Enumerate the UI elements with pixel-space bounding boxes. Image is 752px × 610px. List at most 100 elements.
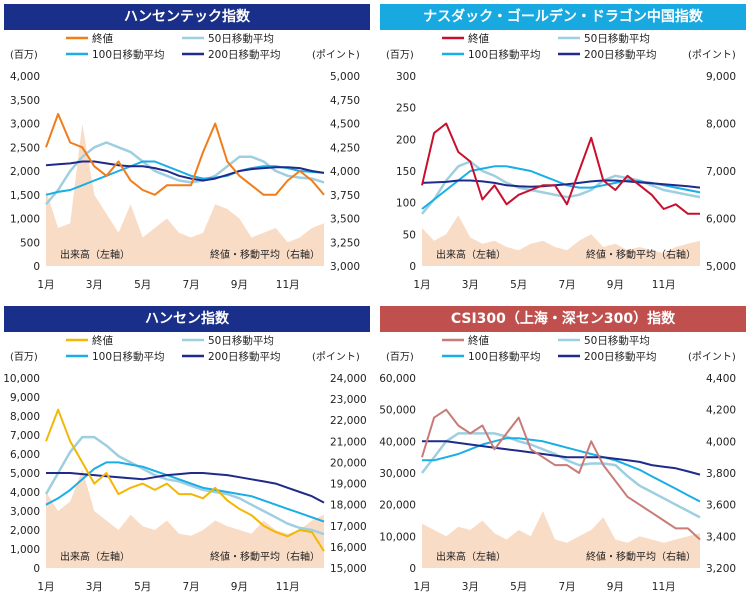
- right-tick-label: 3,500: [330, 214, 360, 226]
- left-tick-label: 10,000: [3, 373, 40, 385]
- x-tick-label: 11月: [276, 581, 300, 593]
- right-tick-label: 16,000: [330, 542, 367, 554]
- right-tick-label: 22,000: [330, 415, 367, 427]
- left-tick-label: 5,000: [10, 468, 40, 480]
- left-axis-unit: (百万): [10, 351, 38, 363]
- chart-panel-nasdaq-dragon: ナスダック・ゴールデン・ドラゴン中国指数 (百万) (ポイント) 終値 50日移動平均…: [380, 4, 746, 301]
- ma100-line: [422, 437, 701, 503]
- left-axis-unit: (百万): [10, 49, 38, 61]
- left-tick-label: 200: [396, 134, 416, 146]
- price-axis-note: 終値・移動平均（右軸）: [586, 248, 696, 261]
- x-tick-label: 7月: [558, 581, 575, 593]
- right-tick-label: 3,200: [706, 563, 736, 575]
- chart-panel-csi300: CSI300（上海・深セン300）指数 (百万) (ポイント) 終値 50日移動平均 1…: [379, 306, 746, 603]
- x-tick-label: 1月: [37, 581, 54, 593]
- x-tick-label: 7月: [182, 581, 199, 593]
- left-tick-label: 2,500: [10, 142, 40, 154]
- right-tick-label: 9,000: [706, 71, 736, 83]
- chart-svg: (百万) (ポイント) 終値 50日移動平均 100日移動平均 200日移動平均 4,000…: [10, 32, 360, 291]
- left-tick-label: 10,000: [379, 531, 416, 543]
- left-tick-label: 40,000: [379, 436, 416, 448]
- left-tick-label: 20,000: [379, 500, 416, 512]
- x-tick-label: 11月: [652, 279, 676, 291]
- x-tick-label: 3月: [86, 279, 103, 291]
- left-tick-label: 3,000: [10, 119, 40, 131]
- left-tick-label: 1,000: [10, 544, 40, 556]
- left-tick-label: 250: [396, 103, 416, 115]
- x-tick-label: 3月: [462, 279, 479, 291]
- left-tick-label: 2,000: [10, 166, 40, 178]
- legend-label-ma50: 50日移動平均: [584, 32, 650, 45]
- left-tick-label: 100: [396, 198, 416, 210]
- x-tick-label: 11月: [276, 279, 300, 291]
- legend-label-close: 終値: [468, 334, 489, 347]
- left-tick-label: 1,000: [10, 214, 40, 226]
- right-tick-label: 4,000: [706, 436, 736, 448]
- volume-area: [422, 215, 700, 266]
- left-tick-label: 1,500: [10, 190, 40, 202]
- right-tick-label: 18,000: [330, 500, 367, 512]
- left-tick-label: 6,000: [10, 449, 40, 461]
- right-axis-unit: (ポイント): [312, 49, 360, 61]
- legend-label-ma200: 200日移動平均: [208, 350, 281, 363]
- price-axis-note: 終値・移動平均（右軸）: [210, 550, 320, 563]
- volume-axis-note: 出来高（左軸）: [60, 248, 130, 261]
- right-tick-label: 4,200: [706, 405, 736, 417]
- chart-title: ハンセン指数: [4, 306, 370, 332]
- right-tick-label: 3,250: [330, 237, 360, 249]
- legend-label-ma50: 50日移動平均: [208, 334, 274, 347]
- x-tick-label: 9月: [607, 581, 624, 593]
- left-tick-label: 0: [409, 261, 416, 273]
- left-axis-unit: (百万): [386, 49, 414, 61]
- legend-label-ma200: 200日移動平均: [584, 48, 657, 61]
- ma100-line: [45, 461, 325, 523]
- legend-label-close: 終値: [92, 334, 113, 347]
- volume-axis-note: 出来高（左軸）: [60, 550, 130, 563]
- right-tick-label: 15,000: [330, 563, 367, 575]
- left-tick-label: 30,000: [379, 468, 416, 480]
- legend-label-ma100: 100日移動平均: [468, 350, 541, 363]
- x-tick-label: 5月: [510, 279, 527, 291]
- x-tick-label: 1月: [37, 279, 54, 291]
- price-axis-note: 終値・移動平均（右軸）: [210, 248, 320, 261]
- chart-svg: (百万) (ポイント) 終値 50日移動平均 100日移動平均 200日移動平均 60,00…: [379, 334, 736, 593]
- left-tick-label: 0: [33, 563, 40, 575]
- right-axis-unit: (ポイント): [312, 351, 360, 363]
- volume-area: [46, 123, 324, 266]
- chart-title: CSI300（上海・深セン300）指数: [380, 306, 746, 332]
- left-tick-label: 300: [396, 71, 416, 83]
- right-tick-label: 4,000: [330, 166, 360, 178]
- right-tick-label: 3,600: [706, 500, 736, 512]
- x-tick-label: 7月: [182, 279, 199, 291]
- right-tick-label: 4,400: [706, 373, 736, 385]
- legend-label-ma200: 200日移動平均: [584, 350, 657, 363]
- right-tick-label: 4,750: [330, 95, 360, 107]
- x-tick-label: 1月: [413, 279, 430, 291]
- chart-svg: (百万) (ポイント) 終値 50日移動平均 100日移動平均 200日移動平均 10,00…: [3, 334, 367, 593]
- left-tick-label: 500: [20, 237, 40, 249]
- x-tick-label: 11月: [652, 581, 676, 593]
- ma50-line: [44, 435, 325, 536]
- x-tick-label: 5月: [134, 581, 151, 593]
- right-tick-label: 5,000: [706, 261, 736, 273]
- close-line: [45, 408, 325, 552]
- x-tick-label: 9月: [607, 279, 624, 291]
- x-tick-label: 9月: [231, 279, 248, 291]
- legend-label-ma50: 50日移動平均: [208, 32, 274, 45]
- right-tick-label: 7,000: [706, 166, 736, 178]
- x-tick-label: 3月: [462, 581, 479, 593]
- right-tick-label: 19,000: [330, 479, 367, 491]
- chart-panel-hangseng: ハンセン指数 (百万) (ポイント) 終値 50日移動平均 100日移動平均 200日移動…: [3, 306, 370, 603]
- chart-title: ナスダック・ゴールデン・ドラゴン中国指数: [380, 4, 746, 30]
- left-tick-label: 9,000: [10, 392, 40, 404]
- left-tick-label: 60,000: [379, 373, 416, 385]
- legend-label-ma100: 100日移動平均: [468, 48, 541, 61]
- legend-label-ma100: 100日移動平均: [92, 350, 165, 363]
- right-tick-label: 8,000: [706, 119, 736, 131]
- volume-axis-note: 出来高（左軸）: [436, 248, 506, 261]
- left-tick-label: 8,000: [10, 411, 40, 423]
- left-axis-unit: (百万): [386, 351, 414, 363]
- right-tick-label: 17,000: [330, 521, 367, 533]
- left-tick-label: 7,000: [10, 430, 40, 442]
- x-tick-label: 5月: [134, 279, 151, 291]
